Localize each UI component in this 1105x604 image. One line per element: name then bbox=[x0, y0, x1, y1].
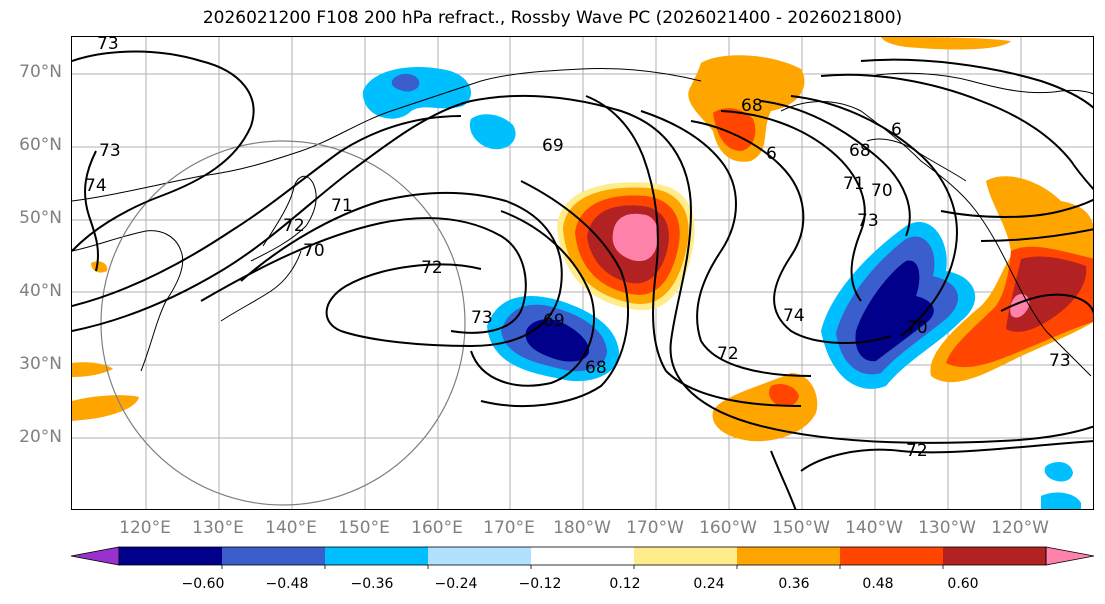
lon-label: 120°W bbox=[991, 518, 1049, 538]
lat-label: 40°N bbox=[19, 281, 62, 301]
colorbar-swatch bbox=[222, 547, 326, 565]
lat-label: 60°N bbox=[19, 135, 62, 155]
lon-label: 140°E bbox=[265, 518, 317, 538]
lon-label: 120°E bbox=[119, 518, 171, 538]
positive-anomaly-alaska bbox=[688, 55, 805, 162]
lat-label: 20°N bbox=[19, 427, 62, 447]
colorbar-tick-label: −0.48 bbox=[265, 576, 309, 592]
contour-label: 68 bbox=[585, 358, 607, 378]
contour-label: 68 bbox=[741, 96, 763, 116]
coastlines bbox=[72, 68, 1093, 377]
contour-label: 73 bbox=[99, 141, 121, 161]
contour-label: 73 bbox=[1049, 351, 1071, 371]
contour-label: 70 bbox=[871, 181, 893, 201]
colorbar-swatch bbox=[531, 547, 635, 565]
lon-label: 130°E bbox=[192, 518, 244, 538]
lon-label: 160°E bbox=[411, 518, 463, 538]
colorbar-tick-label: −0.36 bbox=[350, 576, 394, 592]
colorbar-swatch bbox=[428, 547, 532, 565]
colorbar-tick-label: −0.24 bbox=[434, 576, 478, 592]
colorbar-tick-label: 0.24 bbox=[693, 576, 725, 592]
colorbar-tick-label: −0.60 bbox=[181, 576, 225, 592]
contour-label: 72 bbox=[717, 344, 739, 364]
contour-label: 72 bbox=[906, 441, 928, 461]
colorbar-tick-label: 0.60 bbox=[947, 576, 979, 592]
colorbar-swatch bbox=[840, 547, 944, 565]
lon-label: 150°W bbox=[772, 518, 830, 538]
contour-label: 70 bbox=[303, 241, 325, 261]
lat-label: 50°N bbox=[19, 208, 62, 228]
contour-label: 74 bbox=[783, 306, 805, 326]
contour-label: 71 bbox=[331, 196, 353, 216]
contour-label: 6 bbox=[891, 120, 902, 140]
colorbar-tick-label: 0.36 bbox=[778, 576, 810, 592]
map-panel: 73 74 73 72 71 70 72 73 69 69 68 68 6 68… bbox=[71, 36, 1094, 510]
map-canvas: 73 74 73 72 71 70 72 73 69 69 68 68 6 68… bbox=[72, 37, 1093, 509]
contour-label: 6 bbox=[766, 144, 777, 164]
lon-label: 170°W bbox=[626, 518, 684, 538]
colorbar-swatch bbox=[737, 547, 841, 565]
contour-label: 72 bbox=[283, 216, 305, 236]
colorbar-tick-label: 0.12 bbox=[609, 576, 641, 592]
lon-label: 140°W bbox=[845, 518, 903, 538]
negative-anomaly-siberia bbox=[362, 67, 472, 119]
contour-lines bbox=[72, 50, 1093, 509]
contour-label: 68 bbox=[849, 141, 871, 161]
lat-label: 30°N bbox=[19, 354, 62, 374]
lat-label: 70°N bbox=[19, 62, 62, 82]
contour-label: 73 bbox=[471, 308, 493, 328]
lon-label: 160°W bbox=[699, 518, 757, 538]
contour-label: 72 bbox=[421, 258, 443, 278]
lon-label: 170°E bbox=[483, 518, 535, 538]
colorbar-swatch bbox=[634, 547, 738, 565]
lon-label: 130°W bbox=[918, 518, 976, 538]
contour-label: 73 bbox=[97, 37, 119, 54]
colorbar-swatch bbox=[119, 547, 223, 565]
map-title: 2026021200 F108 200 hPa refract., Rossby… bbox=[202, 8, 903, 28]
colorbar-swatch bbox=[325, 547, 429, 565]
contour-labels: 73 74 73 72 71 70 72 73 69 69 68 68 6 68… bbox=[85, 37, 1071, 461]
contour-label: 69 bbox=[542, 136, 564, 156]
colorbar-border bbox=[118, 546, 1047, 566]
contour-label: 73 bbox=[857, 211, 879, 231]
contour-label: 69 bbox=[543, 311, 565, 331]
colorbar-swatch bbox=[943, 547, 1047, 565]
lon-label: 180°W bbox=[553, 518, 611, 538]
contour-label: 71 bbox=[843, 174, 865, 194]
colorbar-tick-label: −0.12 bbox=[518, 576, 562, 592]
colorbar-tick-label: 0.48 bbox=[862, 576, 894, 592]
colorbar-extend-min bbox=[70, 546, 120, 566]
shaded-fields bbox=[72, 37, 1093, 509]
contour-label: 74 bbox=[85, 176, 107, 196]
lon-label: 150°E bbox=[338, 518, 390, 538]
colorbar-extend-max bbox=[1045, 546, 1095, 566]
contour-label: 70 bbox=[906, 318, 928, 338]
